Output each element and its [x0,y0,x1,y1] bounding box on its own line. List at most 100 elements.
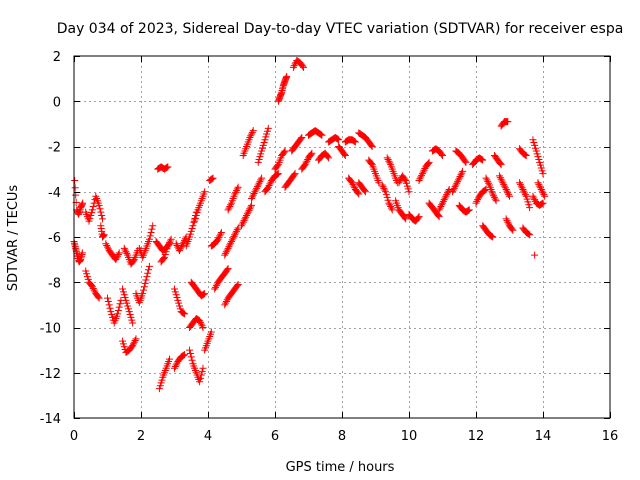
data-point [246,133,254,141]
data-point [378,181,386,189]
data-point [290,171,298,179]
data-point [401,175,409,183]
data-point [178,241,186,249]
data-point [199,364,207,372]
data-point [179,352,187,360]
data-point [221,301,229,309]
data-point [462,158,470,166]
data-point [457,171,465,179]
data-point [484,178,492,186]
data-point [386,201,394,209]
data-point [539,199,547,207]
data-point [232,229,240,237]
data-point [419,168,427,176]
data-point [491,195,499,203]
data-point [281,147,289,155]
x-tick-labels: 0 2 4 6 8 10 12 14 16 [70,429,618,444]
data-point [333,135,341,143]
data-point [436,204,444,212]
data-point [454,178,462,186]
data-point [504,218,512,226]
data-point [248,201,256,209]
data-point [98,215,106,223]
data-point [201,188,209,196]
data-point [266,180,274,188]
data-point [113,254,121,262]
data-point [171,363,179,371]
data-point [384,156,392,164]
data-point [225,243,233,251]
data-point [274,170,282,178]
data-point [115,249,123,257]
y-tick-label: 0 [53,95,61,110]
data-point [198,368,206,376]
data-point [459,167,467,175]
data-point [477,155,485,163]
data-point [233,282,241,290]
data-point [439,152,446,160]
data-point [361,188,369,196]
data-point [283,72,291,80]
data-point [103,241,111,249]
axis-ticks [74,56,611,419]
data-point [222,297,230,305]
data-point [201,290,209,298]
data-point [508,225,516,233]
data-point [405,188,413,196]
data-point [443,191,451,199]
data-point [424,159,432,167]
data-point [526,231,534,239]
data-point [181,310,189,318]
data-point [196,318,204,326]
data-point [464,207,472,215]
data-point [222,248,230,256]
data-point [509,226,517,234]
data-point [538,187,546,195]
data-point [387,202,395,210]
data-point [233,226,241,234]
data-point [212,283,220,291]
data-point [130,338,138,346]
data-point [499,179,507,187]
data-point [163,163,171,171]
y-tick-label: -10 [40,322,61,337]
data-point [114,310,122,318]
data-point [437,202,445,210]
data-point [536,184,544,192]
data-point [122,248,130,256]
data-point [145,266,153,274]
data-point [465,206,473,214]
data-point [539,189,547,197]
data-point [115,303,123,311]
data-point [367,141,375,149]
data-point [449,186,457,194]
data-point [530,194,538,202]
data-point [142,276,150,284]
data-point [224,206,232,214]
data-point [232,187,240,195]
data-point [534,179,542,187]
data-point [94,293,102,301]
data-point [78,249,86,257]
data-point [238,220,246,228]
data-point [247,132,255,140]
data-point [234,281,242,289]
data-point [379,183,387,191]
data-point [348,179,356,187]
data-point [147,228,155,236]
data-point [349,180,357,188]
x-tick-label: 0 [70,429,78,444]
data-point [106,304,114,312]
y-tick-label: 2 [53,50,61,65]
data-point [162,164,170,172]
data-point [490,192,498,200]
data-point [180,351,188,359]
data-point [402,215,410,223]
data-point [274,170,282,178]
data-point [79,199,87,207]
x-tick-label: 10 [401,429,418,444]
data-point [197,371,205,379]
data-point [536,182,544,190]
data-point [341,152,349,160]
data-point [95,201,103,209]
